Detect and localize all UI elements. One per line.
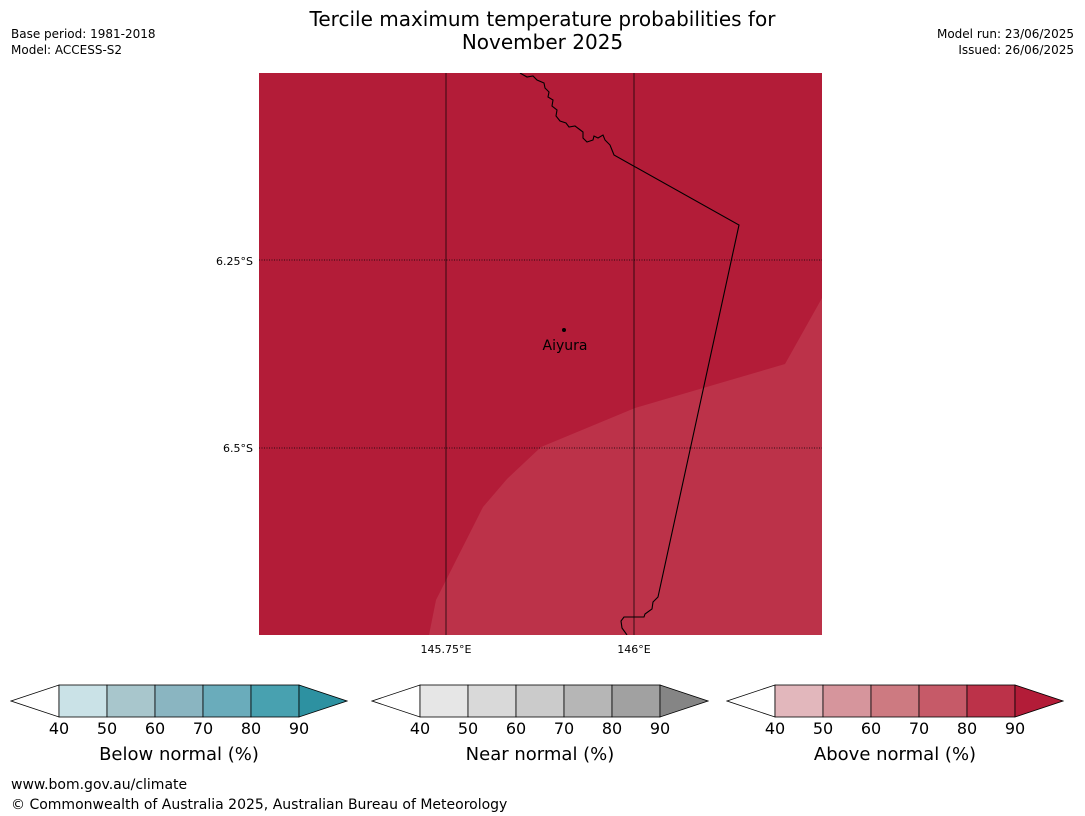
colorbar-below-normal-swatch [154,684,204,718]
lat-label-6-25: 6.25°S [216,255,253,268]
location-marker[interactable] [562,328,566,332]
footer: www.bom.gov.au/climate © Commonwealth of… [11,775,507,815]
model-run-text: Model run: 23/06/2025 [936,27,1074,41]
colorbar-near-normal-tick: 50 [457,719,479,738]
colorbar-below-normal-swatch [202,684,252,718]
province-boundary-line [519,73,740,635]
probability-region-lighter [429,298,822,635]
model-text: Model: ACCESS-S2 [11,43,123,57]
colorbar-near-normal-swatch [611,684,661,718]
colorbar-near-normal-min-arrow [370,684,421,718]
colorbar-near-normal-swatches [370,684,710,718]
colorbar-near-normal-tick: 90 [649,719,671,738]
colorbar-above-normal-min-arrow [725,684,776,718]
colorbar-near-normal-swatch [467,684,517,718]
colorbar-below-normal-tick: 80 [240,719,262,738]
colorbar-near-normal-swatch [515,684,565,718]
colorbar-above-normal-swatch [966,684,1016,718]
colorbar-above-normal-swatch [870,684,920,718]
colorbar-below-normal-swatch [106,684,156,718]
colorbar-above-normal-tick: 90 [1004,719,1026,738]
colorbar-below-normal-swatch [58,684,108,718]
colorbar-above-normal-swatch [774,684,824,718]
colorbar-below-normal-tick: 60 [144,719,166,738]
colorbar-above-normal: 40 50 60 70 80 90 Above normal (%) [725,684,1065,770]
colorbar-near-normal-label: Near normal (%) [465,744,615,765]
footer-url: www.bom.gov.au/climate [11,777,188,793]
colorbar-above-normal-tick: 40 [764,719,786,738]
colorbar-near-normal-tick: 60 [505,719,527,738]
footer-copyright: © Commonwealth of Australia 2025, Austra… [11,797,508,813]
map-title-line2: November 2025 [461,30,624,54]
colorbar-above-normal-swatches [725,684,1065,718]
colorbar-above-normal-tick: 60 [860,719,882,738]
colorbar-above-normal-swatch [918,684,968,718]
colorbar-near-normal-tick: 40 [409,719,431,738]
colorbar-below-normal-swatches [9,684,349,718]
map-canvas[interactable]: Aiyura 6.25°S 6.5°S 145.75°E 146°E [0,0,1085,670]
colorbar-above-normal-tick: 80 [956,719,978,738]
colorbar-below-normal: 40 50 60 70 80 90 Below normal (%) [9,684,349,770]
base-period-text: Base period: 1981-2018 [11,27,156,41]
colorbar-above-normal-swatch [822,684,872,718]
map-title-line1: Tercile maximum temperature probabilitie… [309,7,776,31]
colorbar-below-normal-max-arrow [298,684,349,718]
colorbar-below-normal-tick: 90 [288,719,310,738]
metadata-right: Model run: 23/06/2025 Issued: 26/06/2025 [937,26,1074,58]
colorbar-below-normal-min-arrow [9,684,60,718]
colorbar-above-normal-tick: 50 [812,719,834,738]
colorbar-near-normal-tick: 80 [601,719,623,738]
colorbar-below-normal-tick: 70 [192,719,214,738]
colorbar-below-normal-swatch [250,684,300,718]
place-label-aiyura: Aiyura [543,338,588,354]
colorbar-below-normal-label: Below normal (%) [99,744,259,765]
colorbar-near-normal: 40 50 60 70 80 90 Near normal (%) [370,684,710,770]
lon-label-146: 146°E [617,643,650,656]
colorbar-below-normal-tick: 50 [96,719,118,738]
lat-label-6-5: 6.5°S [223,442,253,455]
colorbar-near-normal-max-arrow [659,684,710,718]
colorbar-near-normal-tick: 70 [553,719,575,738]
colorbar-above-normal-max-arrow [1014,684,1065,718]
lon-label-145-75: 145.75°E [421,643,472,656]
colorbar-below-normal-tick: 40 [48,719,70,738]
colorbar-above-normal-label: Above normal (%) [813,744,977,765]
issued-text: Issued: 26/06/2025 [958,43,1074,57]
colorbar-near-normal-swatch [419,684,469,718]
colorbar-near-normal-swatch [563,684,613,718]
metadata-left: Base period: 1981-2018 Model: ACCESS-S2 [11,26,156,58]
colorbar-above-normal-tick: 70 [908,719,930,738]
map-title: Tercile maximum temperature probabilitie… [0,8,1085,54]
